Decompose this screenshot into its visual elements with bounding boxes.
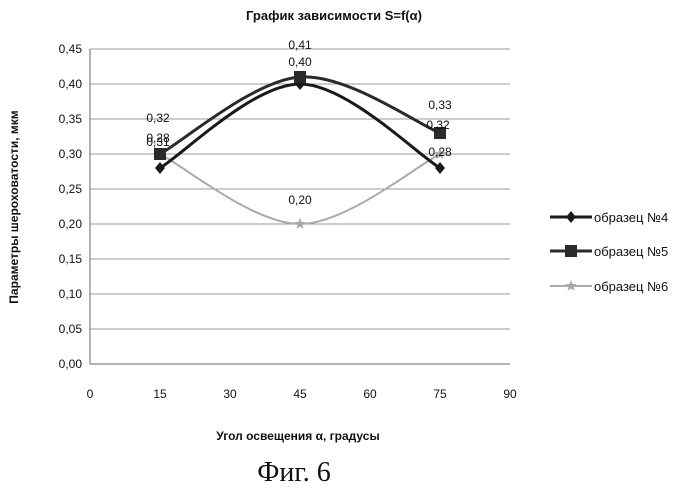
data-label: 0,28: [428, 145, 452, 159]
x-tick-label: 60: [363, 387, 377, 401]
data-labels: 0,310,400,280,320,410,330,280,200,32: [146, 38, 452, 207]
x-tick-label: 0: [87, 387, 94, 401]
y-tick-label: 0,30: [59, 147, 83, 161]
legend-label: образец №4: [594, 210, 668, 225]
x-tick-label: 45: [293, 387, 307, 401]
legend-marker: [565, 280, 576, 291]
data-point: [155, 162, 165, 174]
data-label: 0,32: [426, 118, 450, 132]
x-tick-labels: 0 15 30 45 60 75 90: [87, 387, 517, 401]
chart-title: График зависимости S=f(α): [246, 8, 422, 23]
legend-label: образец №5: [594, 244, 668, 259]
x-axis-label: Угол освещения α, градусы: [216, 429, 379, 443]
y-tick-label: 0,10: [59, 287, 83, 301]
data-label: 0,32: [146, 111, 170, 125]
x-tick-label: 15: [153, 387, 167, 401]
x-tick-label: 30: [223, 387, 237, 401]
data-point: [435, 162, 445, 174]
legend-marker: [565, 245, 577, 257]
y-tick-label: 0,05: [59, 322, 83, 336]
legend-label: образец №6: [594, 279, 668, 294]
data-label: 0,20: [288, 193, 312, 207]
data-point: [294, 218, 305, 229]
y-tick-labels: 0,00 0,05 0,10 0,15 0,20 0,25 0,30 0,35 0,40 0,45: [59, 42, 83, 371]
y-tick-label: 0,00: [59, 357, 83, 371]
y-tick-label: 0,15: [59, 252, 83, 266]
data-point: [154, 148, 166, 160]
y-tick-label: 0,20: [59, 217, 83, 231]
data-label: 0,40: [288, 55, 312, 69]
y-tick-label: 0,25: [59, 182, 83, 196]
x-tick-label: 75: [433, 387, 447, 401]
legend: образец №4 образец №5 образец №6: [550, 210, 668, 294]
data-label: 0,33: [428, 98, 452, 112]
x-tick-label: 90: [503, 387, 517, 401]
y-tick-label: 0,40: [59, 77, 83, 91]
data-label: 0,28: [146, 131, 170, 145]
y-tick-label: 0,35: [59, 112, 83, 126]
data-label: 0,41: [288, 38, 312, 52]
y-tick-label: 0,45: [59, 42, 83, 56]
legend-marker: [566, 211, 576, 223]
y-axis-label: Параметры шероховатости, мкм: [7, 110, 21, 303]
data-point: [294, 71, 306, 83]
figure-caption: Фиг. 6: [257, 457, 330, 488]
